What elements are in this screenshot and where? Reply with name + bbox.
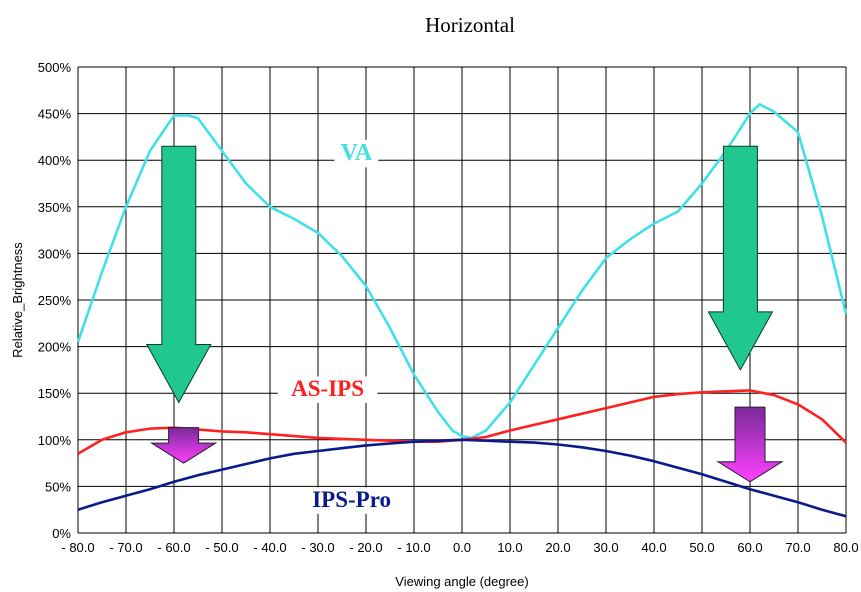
x-tick-label: 50.0: [689, 540, 714, 555]
y-tick-label: 100%: [38, 433, 72, 448]
x-tick-label: - 60.0: [157, 540, 190, 555]
green-down-arrow: [707, 145, 774, 371]
y-tick-label: 150%: [38, 386, 72, 401]
x-tick-label: 70.0: [785, 540, 810, 555]
magenta-down-arrow: [716, 406, 784, 483]
annotation-background: [334, 139, 379, 168]
chart-title: Horizontal: [425, 13, 515, 37]
grid: [77, 66, 847, 534]
annotation-background: [294, 487, 409, 514]
y-tick-label: 450%: [38, 107, 72, 122]
y-tick-labels: 0% 50% 100% 150% 200% 250% 300% 350% 400% 450% 500…: [38, 60, 72, 541]
y-tick-label: 300%: [38, 246, 72, 261]
y-tick-label: 250%: [38, 293, 72, 308]
x-tick-label: - 40.0: [253, 540, 286, 555]
series-annotation-ips-pro: IPS-Pro: [312, 487, 391, 512]
x-tick-label: 80.0: [833, 540, 858, 555]
x-tick-label: - 20.0: [349, 540, 382, 555]
y-tick-label: 200%: [38, 340, 72, 355]
x-tick-label: - 50.0: [205, 540, 238, 555]
x-tick-label: 60.0: [737, 540, 762, 555]
x-tick-label: - 30.0: [301, 540, 334, 555]
x-tick-label: - 80.0: [61, 540, 94, 555]
series-line-ips-pro: [77, 438, 847, 518]
x-tick-labels: - 80.0 - 70.0 - 60.0 - 50.0 - 40.0 - 30.0 - 20…: [61, 540, 858, 555]
x-tick-label: 20.0: [545, 540, 570, 555]
series-annotation-va: VA: [341, 140, 373, 166]
x-tick-label: - 10.0: [397, 540, 430, 555]
x-tick-label: 10.0: [497, 540, 522, 555]
y-tick-label: 400%: [38, 153, 72, 168]
x-tick-label: 30.0: [593, 540, 618, 555]
green-down-arrow: [145, 145, 212, 404]
series-annotation-as-ips: AS-IPS: [291, 376, 364, 401]
x-axis-label: Viewing angle (degree): [395, 574, 528, 589]
x-tick-label: 0.0: [453, 540, 471, 555]
x-tick-label: 40.0: [641, 540, 666, 555]
y-tick-label: 0%: [52, 526, 71, 541]
annotations-group: VA AS-IPS IPS-Pro: [277, 139, 409, 514]
y-tick-label: 50%: [45, 479, 71, 494]
arrows-group: [145, 145, 784, 483]
y-tick-label: 350%: [38, 200, 72, 215]
x-tick-label: - 70.0: [109, 540, 142, 555]
annotation-background: [277, 376, 378, 403]
y-axis-label: Relative_Brightness: [10, 242, 25, 358]
magenta-down-arrow: [149, 427, 218, 464]
y-tick-label: 500%: [38, 60, 72, 75]
